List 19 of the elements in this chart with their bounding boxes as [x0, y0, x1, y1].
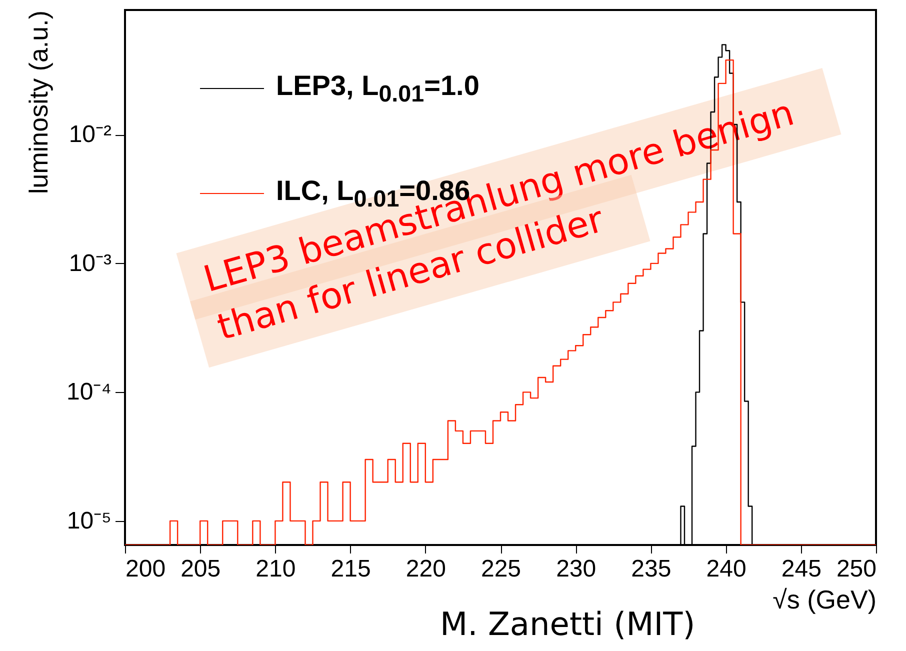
x-tick-label: 205 — [180, 556, 221, 582]
y-tick-label: 10⁻² — [68, 121, 112, 148]
y-tick-label: 10⁻³ — [68, 250, 112, 277]
y-axis-title: luminosity (a.u.) — [23, 10, 54, 194]
x-tick-label: 235 — [631, 556, 672, 582]
x-tick-label: 245 — [781, 556, 822, 582]
legend-label: LEP3, L$_{0.01}$=1.0 — [276, 70, 480, 108]
y-tick-label: 10⁻⁴ — [66, 378, 112, 406]
x-tick-label: 225 — [480, 556, 522, 582]
x-tick-label: 210 — [256, 556, 296, 582]
x-axis-title: √s (GeV) — [772, 584, 876, 614]
x-tick-label: 220 — [406, 556, 446, 582]
x-tick-label: 215 — [330, 556, 371, 582]
x-tick-label: 250 — [836, 556, 876, 582]
x-tick-label: 230 — [556, 556, 596, 582]
text: M. Zanetti (MIT) — [440, 605, 696, 643]
x-tick-label: 240 — [706, 556, 746, 582]
y-tick-label: 10⁻⁵ — [66, 507, 112, 534]
x-tick-label: 200 — [126, 556, 166, 582]
